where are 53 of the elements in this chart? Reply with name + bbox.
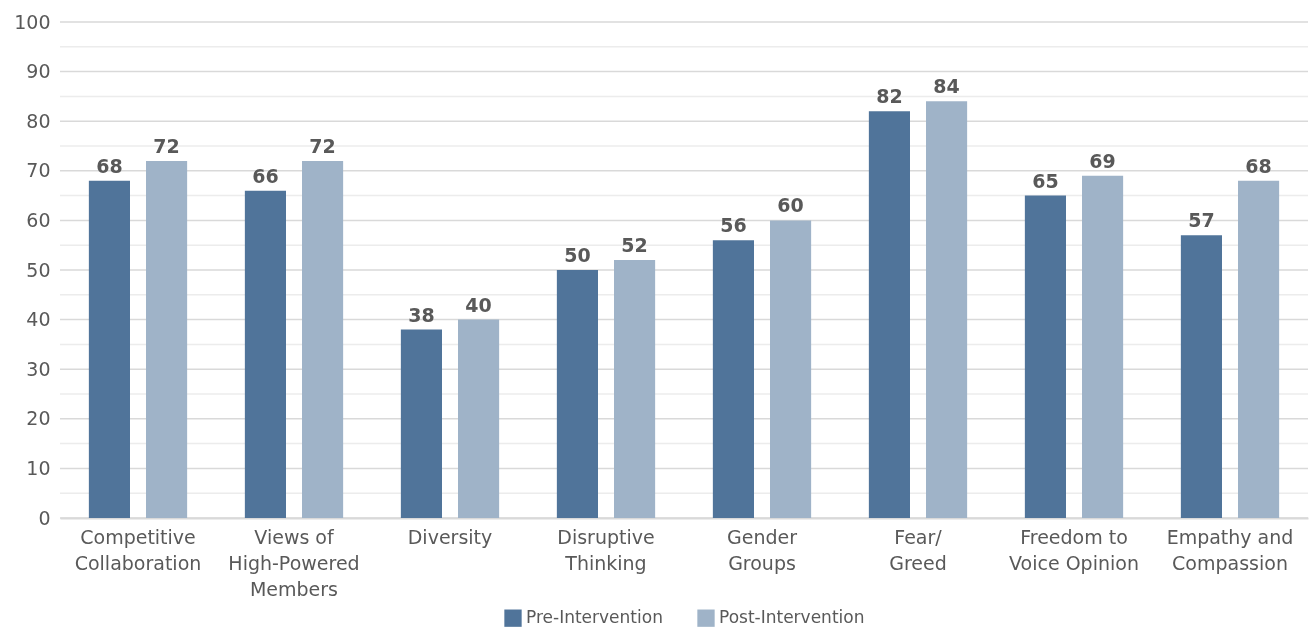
- x-tick-label: Freedom to Voice Opinion: [1009, 525, 1139, 574]
- data-label: 40: [465, 293, 492, 316]
- data-label: 72: [309, 134, 336, 157]
- bar: [556, 270, 598, 518]
- x-tick-label: Fear/ Greed: [889, 525, 947, 574]
- bar: [400, 329, 442, 518]
- data-label: 69: [1089, 149, 1116, 172]
- data-label: 56: [720, 214, 747, 237]
- bar: [458, 319, 500, 518]
- data-label: 38: [408, 303, 435, 326]
- y-tick-label: 30: [26, 357, 51, 380]
- legend-label: Post-Intervention: [719, 607, 865, 628]
- bar: [1238, 180, 1280, 518]
- bar: [244, 190, 286, 518]
- bar: [770, 220, 812, 518]
- bar: [868, 111, 910, 518]
- data-label: 65: [1032, 169, 1059, 192]
- legend-label: Pre-Intervention: [526, 607, 663, 628]
- data-label: 52: [621, 234, 648, 257]
- data-label: 50: [564, 244, 591, 266]
- y-tick-label: 40: [26, 308, 51, 331]
- bar: [302, 160, 344, 518]
- bar: [1082, 175, 1124, 518]
- bar: [926, 101, 968, 518]
- x-tick-label: Disruptive Thinking: [557, 525, 655, 574]
- x-tick-label: Gender Groups: [726, 525, 798, 574]
- x-tick-label: Competitive Collaboration: [74, 525, 202, 574]
- bar: [88, 180, 130, 518]
- y-tick-label: 100: [14, 10, 51, 33]
- data-label: 82: [876, 85, 903, 108]
- bar: [1180, 235, 1222, 518]
- x-tick-label: Views of High-Powered Members: [228, 525, 360, 600]
- bar: [1024, 195, 1066, 518]
- x-tick-label: Diversity: [407, 525, 493, 548]
- y-tick-label: 20: [26, 407, 51, 430]
- bar: [146, 160, 188, 518]
- data-label: 68: [1245, 154, 1272, 177]
- y-tick-label: 0: [38, 506, 51, 529]
- y-tick-label: 60: [26, 208, 51, 231]
- data-label: 66: [252, 164, 279, 187]
- bar: [614, 260, 656, 518]
- data-label: 57: [1188, 209, 1215, 232]
- y-tick-label: 50: [26, 258, 51, 281]
- bar: [712, 240, 754, 518]
- data-label: 84: [933, 75, 960, 98]
- y-tick-label: 70: [26, 159, 51, 182]
- data-label: 68: [96, 154, 123, 177]
- y-tick-label: 10: [26, 456, 51, 479]
- x-tick-label: Empathy and Compassion: [1166, 525, 1294, 574]
- y-tick-label: 90: [26, 60, 51, 83]
- data-label: 72: [153, 134, 180, 157]
- y-tick-label: 80: [26, 109, 51, 132]
- data-label: 60: [777, 194, 804, 217]
